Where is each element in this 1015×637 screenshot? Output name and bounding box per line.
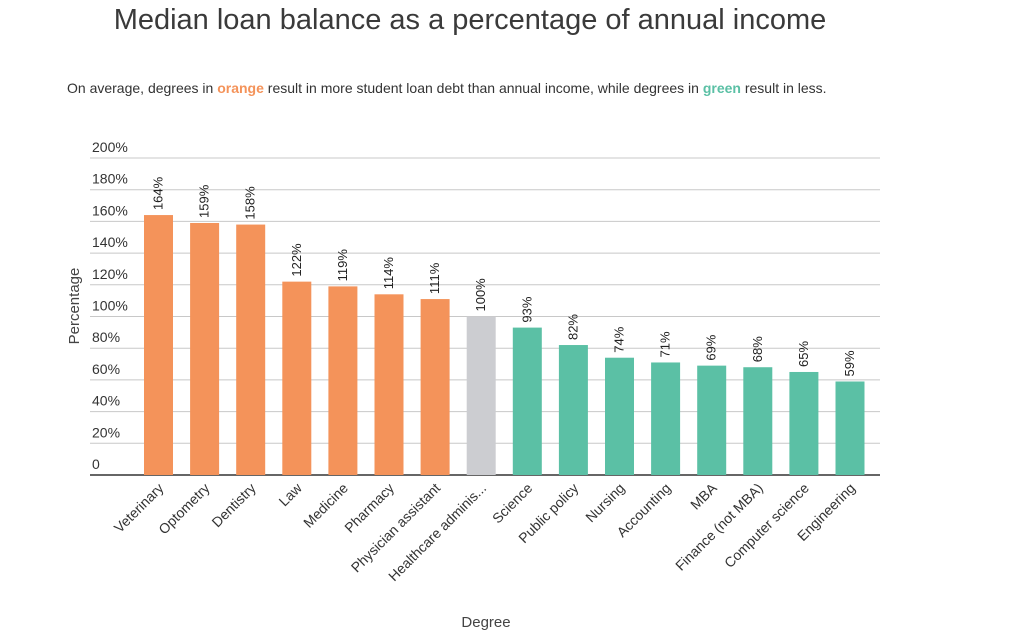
bar <box>835 381 865 475</box>
bar <box>558 345 588 475</box>
data-label: 74% <box>612 326 627 352</box>
data-label: 159% <box>197 184 212 218</box>
y-tick-label: 200% <box>92 139 128 155</box>
data-label: 82% <box>565 314 580 340</box>
category-label: Science <box>489 480 536 527</box>
subtitle-text-middle: result in more student loan debt than an… <box>263 80 703 96</box>
data-label: 122% <box>289 243 304 277</box>
chart-subtitle: On average, degrees in orange result in … <box>67 80 827 96</box>
bar <box>512 327 542 475</box>
data-label: 158% <box>243 186 258 220</box>
y-tick-label: 180% <box>92 171 128 187</box>
y-tick-label: 40% <box>92 393 120 409</box>
subtitle-orange-word: orange <box>217 80 264 96</box>
y-tick-label: 60% <box>92 361 120 377</box>
subtitle-green-word: green <box>702 80 741 96</box>
y-tick-label: 160% <box>92 202 128 218</box>
data-label: 59% <box>842 350 857 376</box>
data-label: 69% <box>704 334 719 360</box>
y-tick-label: 80% <box>92 329 120 345</box>
bar <box>743 367 773 475</box>
y-tick-label: 140% <box>92 234 128 250</box>
x-axis-title: Degree <box>461 614 510 631</box>
bars <box>144 215 865 475</box>
y-tick-label: 20% <box>92 424 120 440</box>
bar <box>374 294 404 475</box>
chart-title: Median loan balance as a percentage of a… <box>113 4 827 36</box>
category-label: Law <box>275 479 305 509</box>
bar <box>282 281 312 475</box>
bar <box>236 224 266 475</box>
bar <box>190 222 220 475</box>
data-label: 164% <box>151 176 166 210</box>
bar <box>651 362 681 475</box>
data-label: 65% <box>796 341 811 367</box>
bar <box>697 365 727 475</box>
bar <box>466 316 496 475</box>
subtitle-text-before: On average, degrees in <box>67 80 218 96</box>
data-label: 100% <box>473 278 488 312</box>
subtitle-text-after: result in less. <box>740 80 827 96</box>
data-label: 119% <box>335 249 350 282</box>
category-label: Finance (not MBA) <box>672 480 766 574</box>
bar <box>144 215 173 475</box>
data-label: 111% <box>427 262 442 294</box>
category-label: Nursing <box>582 480 627 525</box>
bar <box>420 299 450 475</box>
data-label: 68% <box>750 336 765 362</box>
bar <box>605 357 634 475</box>
data-label: 71% <box>658 331 673 357</box>
category-label: MBA <box>687 479 720 512</box>
category-label: Dentistry <box>208 480 258 530</box>
y-tick-label: 0 <box>92 456 100 472</box>
y-tick-label: 100% <box>92 298 128 314</box>
y-axis-title: Percentage <box>66 268 83 345</box>
bar <box>328 286 358 475</box>
data-label: 114% <box>381 257 396 290</box>
data-labels: 164% 159% 158% 122% 119% 114% 111% 100% 93% 82% 74… <box>151 176 858 376</box>
y-axis-ticks: 0 20% 40% 60% 80% 100% 120% 140% 160% 180% 200% <box>92 139 128 472</box>
bar <box>789 371 819 475</box>
category-label: Computer science <box>721 480 812 571</box>
y-tick-label: 120% <box>92 266 128 282</box>
data-label: 93% <box>519 296 534 322</box>
